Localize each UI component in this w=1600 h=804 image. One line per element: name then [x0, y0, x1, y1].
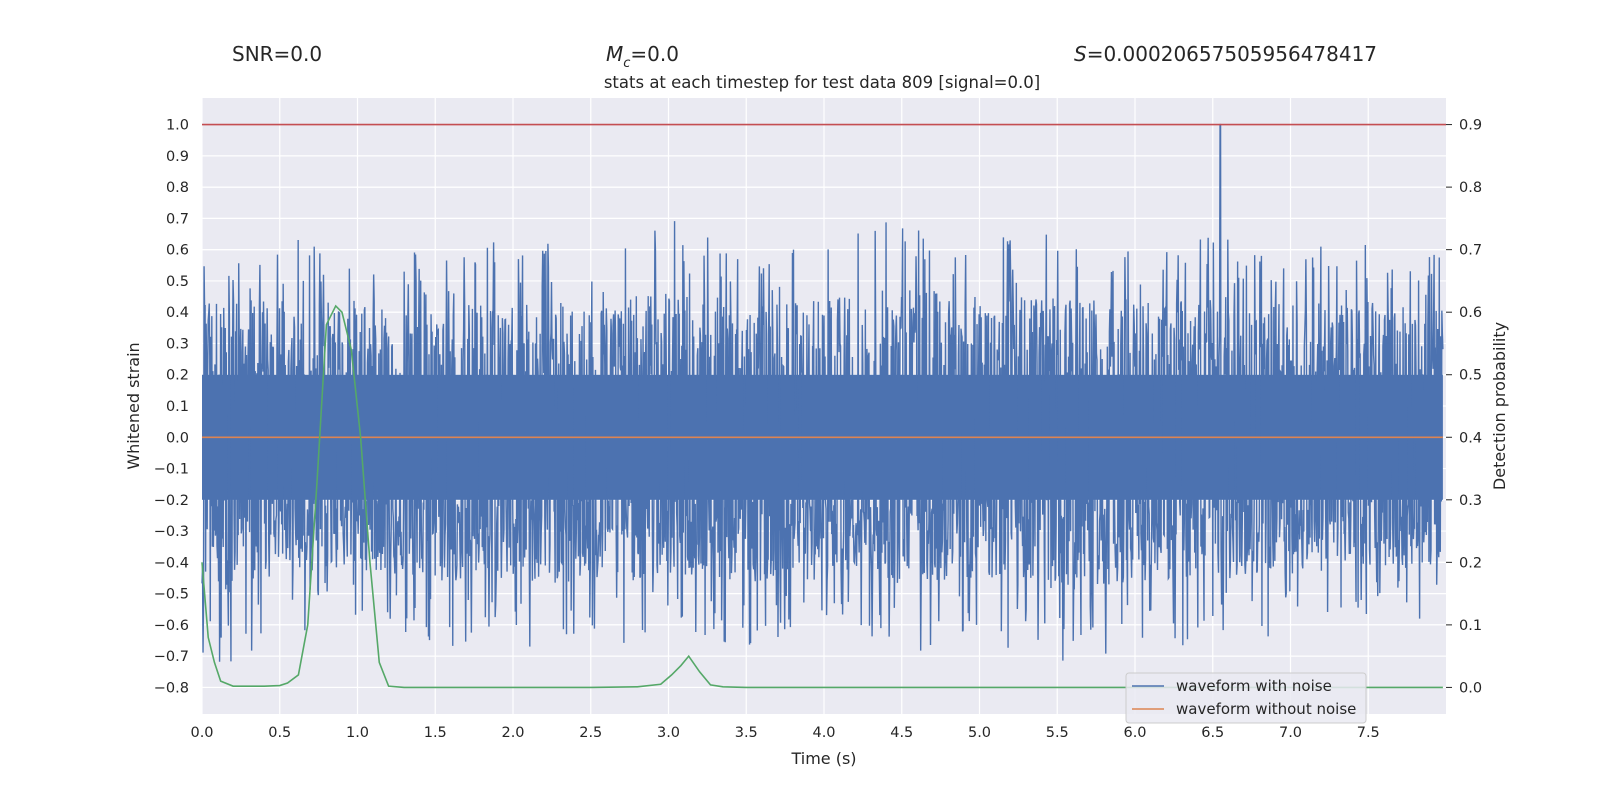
y-tick-label: 0.6 — [166, 243, 189, 259]
x-tick-label: 1.0 — [346, 725, 369, 741]
y-right-tick-label: 0.0 — [1459, 680, 1482, 696]
chirp-mass-stat: Mc=0.0 — [606, 42, 679, 71]
chirp-mass-subscript: c — [623, 56, 630, 71]
x-tick-label: 1.5 — [424, 725, 447, 741]
x-tick-label: 6.5 — [1201, 725, 1224, 741]
y-tick-label: 0.1 — [166, 399, 189, 415]
y-right-tick-label: 0.6 — [1459, 305, 1482, 321]
x-tick-label: 2.5 — [579, 725, 602, 741]
y-axis-label-right: Detection probability — [1490, 322, 1509, 490]
legend: waveform with noise waveform without noi… — [1125, 672, 1367, 724]
y-tick-label: 0.3 — [166, 336, 189, 352]
chart-title: stats at each timestep for test data 809… — [604, 73, 1040, 92]
lines-layer — [201, 123, 1446, 689]
x-axis-label: Time (s) — [790, 749, 856, 768]
y-right-tick-label: 0.8 — [1459, 180, 1482, 196]
x-tick-label: 0.5 — [268, 725, 291, 741]
y-right-tick-label: 0.3 — [1459, 493, 1482, 509]
y-tick-label: 0.7 — [166, 211, 189, 227]
noise-waveform-line — [201, 123, 1444, 662]
y-tick-label: −0.1 — [154, 462, 189, 478]
x-tick-label: 3.0 — [657, 725, 680, 741]
chirp-mass-symbol: M — [606, 42, 623, 66]
axis-layer: 0.0 0.5 1.0 1.5 2.0 2.5 3.0 3.5 4.0 4.5 5.0 5.5 6.0 6… — [154, 118, 1482, 741]
s-symbol: S — [1074, 42, 1087, 66]
s-stat: S=0.00020657505956478417 — [1074, 42, 1377, 66]
s-value: =0.00020657505956478417 — [1087, 42, 1377, 66]
y-axis-label: Whitened strain — [124, 342, 143, 469]
y-tick-label: 0.5 — [166, 274, 189, 290]
y-right-tick-label: 0.1 — [1459, 618, 1482, 634]
x-tick-label: 4.5 — [890, 725, 913, 741]
snr-stat: SNR=0.0 — [232, 42, 322, 66]
y-tick-label: 1.0 — [166, 118, 189, 134]
x-tick-label: 6.0 — [1123, 725, 1146, 741]
x-tick-label: 5.0 — [968, 725, 991, 741]
chirp-mass-value: =0.0 — [630, 42, 679, 66]
y-tick-label: −0.6 — [154, 618, 189, 634]
x-tick-label: 2.0 — [501, 725, 524, 741]
y-tick-label: −0.7 — [154, 649, 189, 665]
y-right-tick-label: 0.7 — [1459, 243, 1482, 259]
y-right-tick-label: 0.4 — [1459, 430, 1482, 446]
detection-probability-line — [201, 304, 1443, 689]
legend-label-without-noise: waveform without noise — [1176, 700, 1356, 718]
x-tick-label: 4.0 — [812, 725, 835, 741]
y-tick-label: −0.2 — [154, 493, 189, 509]
y-tick-label: 0.0 — [166, 430, 189, 446]
y-tick-label: −0.3 — [154, 524, 189, 540]
x-tick-label: 5.5 — [1046, 725, 1069, 741]
legend-box — [1125, 672, 1367, 724]
y-tick-label: −0.4 — [154, 555, 189, 571]
y-tick-label: 0.8 — [166, 180, 189, 196]
y-tick-label: −0.8 — [154, 680, 189, 696]
y-right-tick-label: 0.5 — [1459, 368, 1482, 384]
legend-label-with-noise: waveform with noise — [1176, 677, 1332, 695]
y-tick-label: 0.4 — [166, 305, 189, 321]
y-tick-label: 0.2 — [166, 368, 189, 384]
x-tick-label: 7.5 — [1357, 725, 1380, 741]
x-tick-label: 7.0 — [1279, 725, 1302, 741]
y-right-tick-label: 0.2 — [1459, 555, 1482, 571]
y-tick-label: 0.9 — [166, 149, 189, 165]
x-tick-label: 3.5 — [735, 725, 758, 741]
y-right-tick-label: 0.9 — [1459, 118, 1482, 134]
y-tick-label: −0.5 — [154, 587, 189, 603]
x-tick-label: 0.0 — [190, 725, 213, 741]
